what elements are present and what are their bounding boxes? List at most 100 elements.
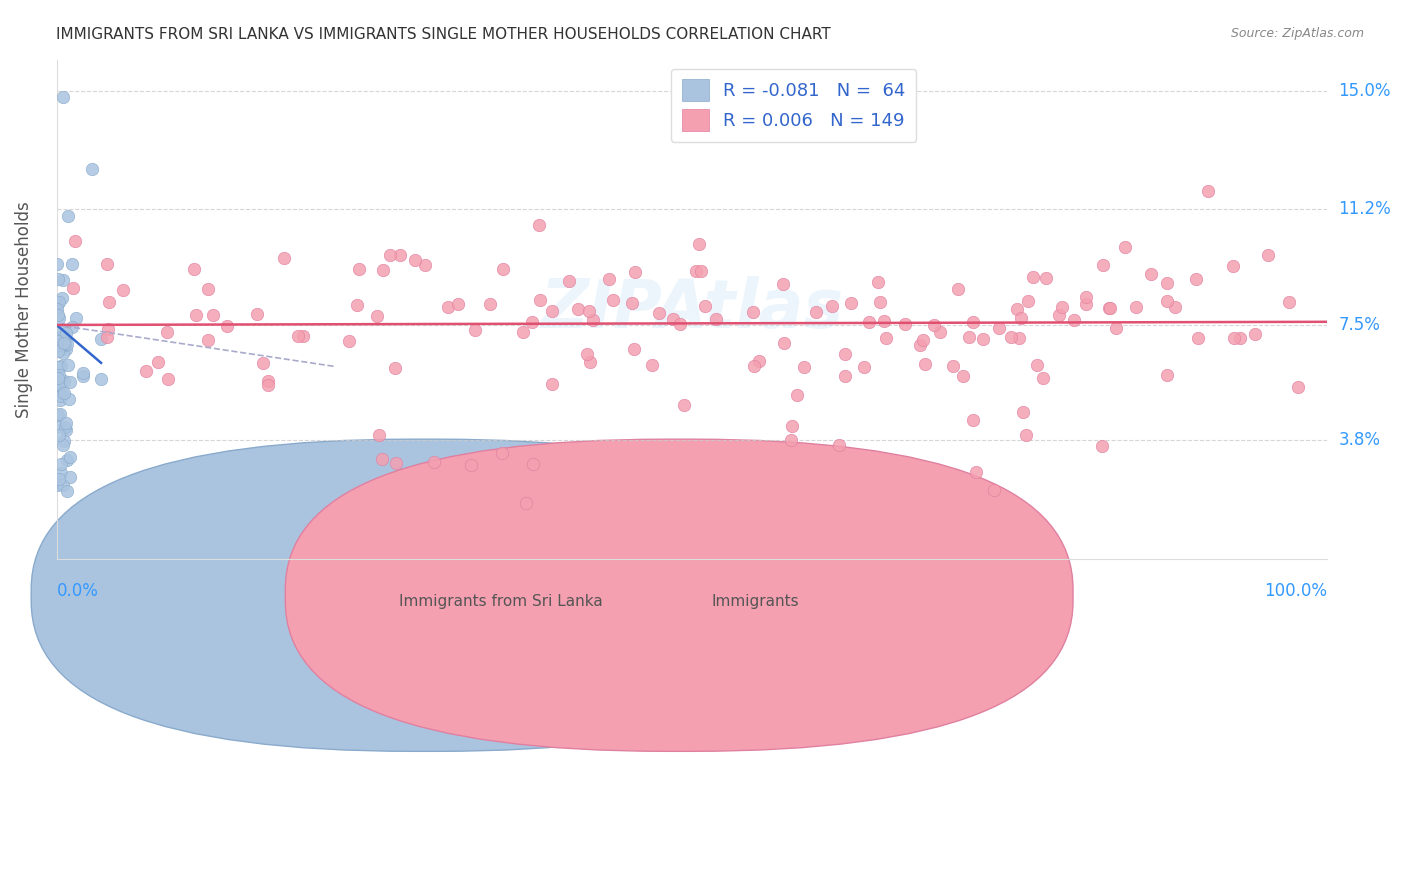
Point [1125,300,1147,314]
Point [55,419,77,434]
Point [1032,371,1054,385]
Point [46,271,69,285]
Point [773,335,796,350]
Point [56,452,79,467]
Point [273,252,295,266]
Point [48,376,70,391]
Point [217,318,239,333]
Point [952,368,974,383]
Point [53,338,76,352]
Point [45,478,67,492]
Point [287,329,309,343]
Point [911,333,934,347]
Point [541,377,564,392]
Point [378,247,401,261]
Point [1091,258,1114,272]
Point [942,359,965,374]
Point [1140,268,1163,282]
Point [866,275,889,289]
Point [65,311,87,326]
Point [197,283,219,297]
Point [46,343,69,358]
Text: 3.8%: 3.8% [1339,432,1381,450]
Text: Source: ZipAtlas.com: Source: ZipAtlas.com [1230,27,1364,40]
Point [422,455,444,469]
Point [97,294,120,309]
Point [246,307,269,321]
Point [46,301,69,316]
Point [1197,184,1219,198]
Point [63,234,86,248]
Point [987,321,1010,335]
Point [962,413,984,427]
Point [62,320,84,334]
Point [460,458,482,472]
Point [371,262,394,277]
Point [575,347,598,361]
Point [349,261,371,276]
Point [1047,308,1070,322]
Point [648,306,671,320]
Text: 0.0%: 0.0% [56,582,98,599]
Point [48,472,70,486]
Point [780,418,803,433]
Point [46,308,69,322]
Point [1005,302,1028,317]
Point [527,218,550,232]
Point [1223,331,1246,345]
Point [748,354,770,368]
Point [873,314,896,328]
Point [688,236,710,251]
Point [384,361,406,376]
Point [464,323,486,337]
Point [62,280,84,294]
Text: IMMIGRANTS FROM SRI LANKA VS IMMIGRANTS SINGLE MOTHER HOUSEHOLDS CORRELATION CHA: IMMIGRANTS FROM SRI LANKA VS IMMIGRANTS … [56,27,831,42]
Point [1025,358,1047,372]
Point [46,375,69,389]
Point [56,337,79,351]
Point [869,294,891,309]
Point [55,423,77,437]
Point [624,265,647,279]
Point [48,368,70,383]
Point [1244,327,1267,342]
Point [53,336,76,351]
Point [1105,321,1128,335]
Point [45,375,67,389]
Point [858,314,880,328]
Point [58,209,80,223]
Point [515,496,537,510]
Point [72,366,94,380]
Text: 7.5%: 7.5% [1339,316,1381,334]
Point [385,456,408,470]
Point [1185,271,1208,285]
Point [59,470,82,484]
Point [786,388,808,402]
Point [371,452,394,467]
Point [413,258,436,272]
Point [541,303,564,318]
Point [367,428,389,442]
Point [337,334,360,348]
Point [520,315,543,329]
Point [45,419,67,434]
Point [579,355,602,369]
Point [1015,427,1038,442]
Point [602,293,624,307]
Point [1229,331,1251,345]
Point [558,274,581,288]
Point [96,257,118,271]
Point [436,300,458,314]
Point [492,262,515,277]
Point [640,358,662,372]
Point [1010,311,1032,326]
Point [578,304,600,318]
Point [96,330,118,344]
Point [965,465,987,479]
Point [55,416,77,430]
Point [197,333,219,347]
Text: Immigrants: Immigrants [711,594,799,609]
Text: ZIPAtlas: ZIPAtlas [540,277,844,343]
Point [1017,293,1039,308]
Point [51,466,73,480]
